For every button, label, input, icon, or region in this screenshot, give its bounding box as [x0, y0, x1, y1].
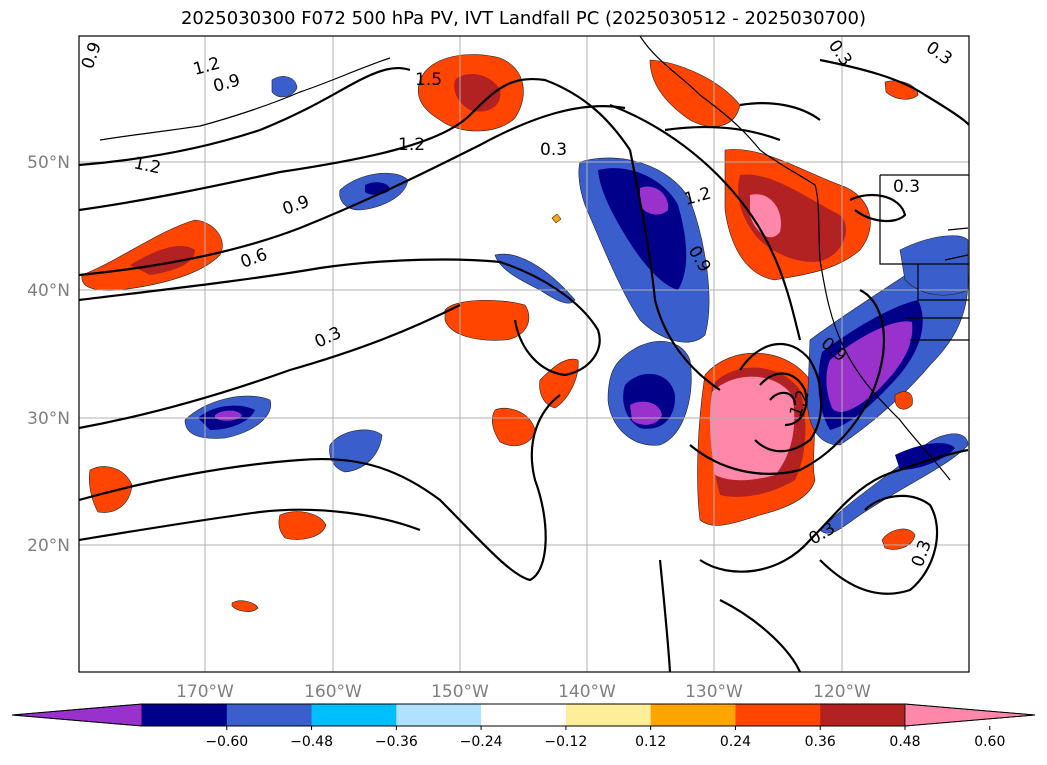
colorbar-swatch — [396, 704, 482, 726]
lat-label: 30°N — [27, 409, 70, 429]
map-title: 2025030300 F072 500 hPa PV, IVT Landfall… — [180, 8, 867, 29]
colorbar-extend-high — [904, 703, 1036, 727]
colorbar-tick-label: 0.36 — [805, 734, 836, 750]
pv-anomaly-negative — [271, 76, 298, 98]
lon-label: 150°W — [431, 682, 489, 702]
colorbar-swatch — [650, 704, 736, 726]
pv-anomaly-positive — [649, 59, 741, 127]
pv-anomaly-positive — [894, 391, 913, 410]
latitude-labels: 50°N 40°N 30°N 20°N — [27, 153, 70, 556]
colorbar-swatch — [481, 704, 567, 726]
colorbar-tick-label: −0.36 — [375, 734, 418, 750]
lon-label: 120°W — [813, 682, 871, 702]
longitude-labels: 170°W 160°W 150°W 140°W 130°W 120°W — [176, 682, 871, 702]
lon-label: 170°W — [176, 682, 234, 702]
colorbar-tick-label: 0.60 — [974, 734, 1005, 750]
lon-label: 130°W — [685, 682, 743, 702]
colorbar-extend-low — [11, 703, 143, 727]
pv-anomaly-positive — [278, 511, 327, 540]
ivt-contours — [79, 58, 969, 672]
contour-label: 1.2 — [398, 135, 425, 155]
colorbar-tick-label: −0.24 — [460, 734, 503, 750]
contour-label: 0.3 — [540, 140, 567, 160]
pv-anomaly-positive — [881, 528, 916, 550]
colorbar-outline — [11, 703, 1036, 727]
pv-anomaly-positive — [231, 600, 259, 612]
map-plot-area: 0.9 1.2 0.9 1.5 1.2 1.2 0.9 0.6 0.3 0.3 … — [79, 36, 969, 672]
colorbar-tick-label: −0.60 — [205, 734, 248, 750]
contour-label: 0.3 — [893, 177, 920, 197]
lat-label: 50°N — [27, 153, 70, 173]
colorbar-swatch — [142, 704, 228, 726]
contour-label: 1.5 — [415, 70, 442, 90]
map-frame — [78, 35, 970, 673]
lat-label: 40°N — [27, 281, 70, 301]
colorbar-tick-label: −0.48 — [290, 734, 333, 750]
colorbar-tick-label: 0.24 — [720, 734, 751, 750]
lon-label: 160°W — [304, 682, 362, 702]
colorbar: −0.60 −0.48 −0.36 −0.24 −0.12 0.12 0.24 0.36 0.4… — [11, 703, 1036, 750]
colorbar-tick-label: 0.12 — [635, 734, 666, 750]
lon-label: 140°W — [558, 682, 616, 702]
colorbar-swatch — [820, 704, 906, 726]
colorbar-swatch — [311, 704, 397, 726]
graticule — [79, 36, 969, 672]
colorbar-swatch — [565, 704, 652, 726]
colorbar-swatch — [735, 704, 821, 726]
pv-anomaly-negative — [329, 429, 383, 473]
lat-label: 20°N — [27, 536, 70, 556]
colorbar-tick-label: −0.12 — [544, 734, 587, 750]
coastlines — [99, 36, 969, 481]
colorbar-tick-label: 0.48 — [889, 734, 920, 750]
pv-anomaly-positive — [88, 466, 133, 513]
colorbar-swatch — [226, 704, 313, 726]
